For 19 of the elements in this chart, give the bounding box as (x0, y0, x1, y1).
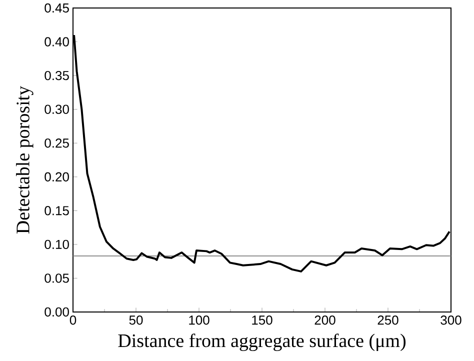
x-axis-title: Distance from aggregate surface (μm) (118, 334, 406, 352)
x-tick-label: 100 (189, 316, 210, 325)
x-tick-label: 250 (378, 316, 398, 325)
y-tick-label: 0.15 (44, 206, 69, 216)
x-tick-label: 0 (70, 316, 76, 325)
y-tick-label: 0.40 (44, 37, 69, 46)
y-tick-label: 0.20 (44, 172, 69, 182)
x-tick-label: 300 (440, 316, 462, 325)
x-tick-label: 200 (314, 316, 336, 325)
x-tick-label: 50 (129, 316, 143, 325)
y-tick-label: 0.00 (44, 307, 69, 317)
y-tick-label: 0.05 (44, 274, 69, 283)
y-tick-label: 0.30 (44, 104, 69, 114)
y-tick-label: 0.35 (44, 70, 69, 80)
y-tick-label: 0.10 (44, 240, 69, 250)
x-tick-label: 150 (252, 316, 272, 325)
y-axis-title: Detectable porosity (16, 86, 34, 234)
y-tick-label: 0.45 (44, 3, 69, 13)
y-tick-label: 0.25 (44, 138, 69, 148)
